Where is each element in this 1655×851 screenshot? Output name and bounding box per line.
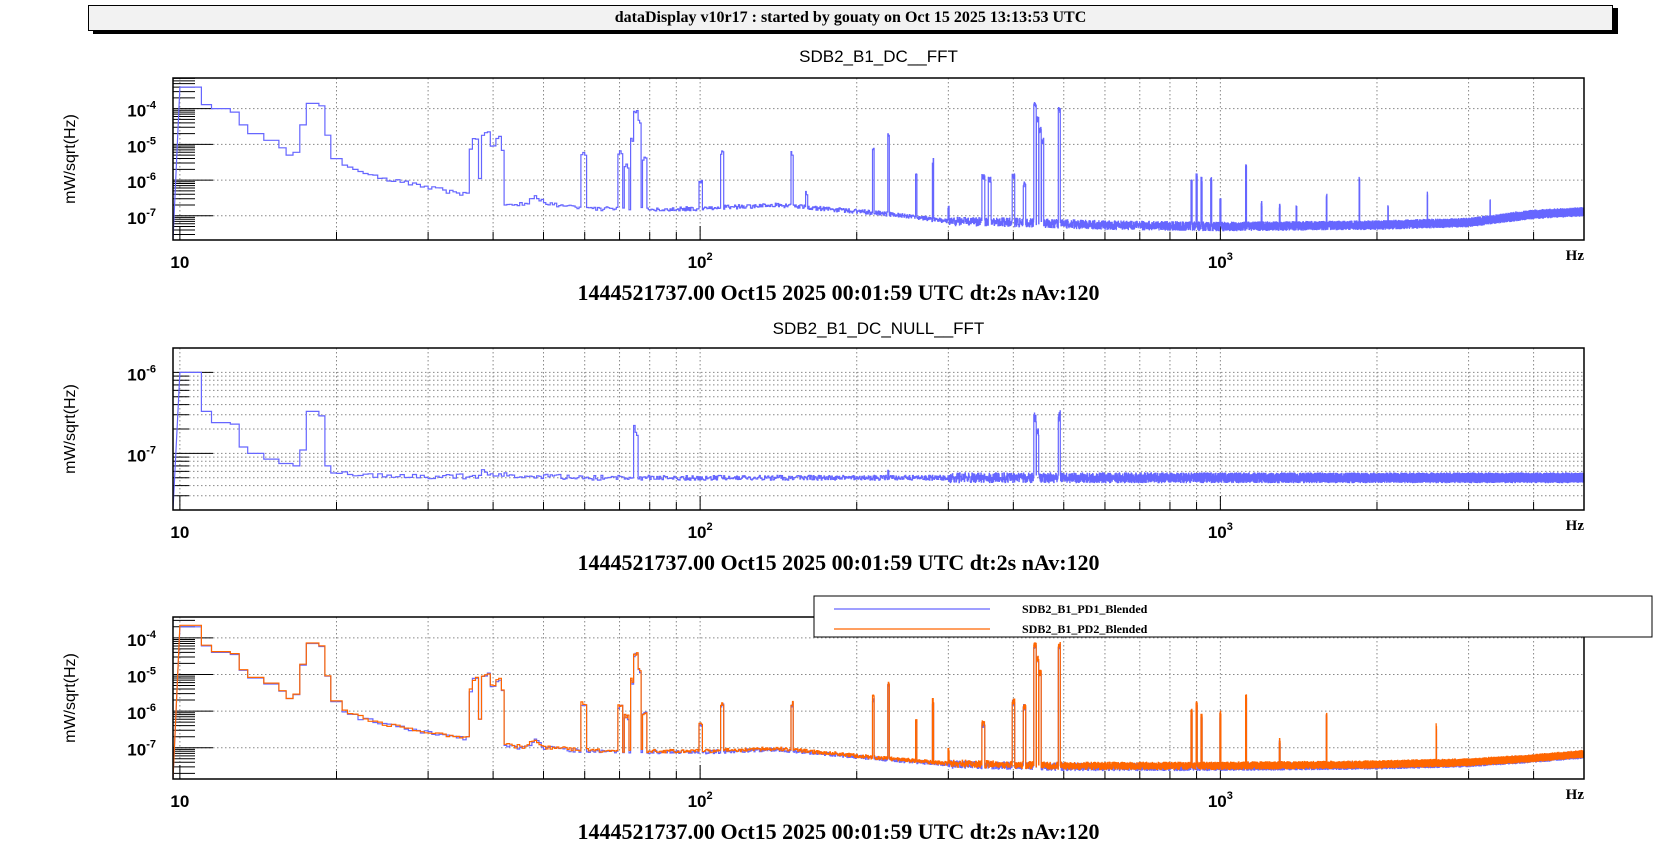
legend-box	[813, 595, 1653, 638]
y-tick-label: 10-7	[127, 444, 156, 465]
x-tick-label: 103	[1208, 521, 1233, 542]
y-tick-label: 10-6	[127, 702, 156, 723]
y-tick-label: 10-7	[127, 207, 156, 228]
chart-title: SDB2_B1_DC__FFT	[799, 47, 958, 66]
y-tick-label: 10-7	[127, 739, 156, 760]
y-tick-label: 10-5	[127, 135, 156, 156]
series-line-sdb2-b1-pd2-blended	[173, 624, 1584, 779]
legend-label: SDB2_B1_PD1_Blended	[1022, 602, 1148, 616]
plot-frame	[172, 347, 1585, 511]
x-axis-unit: Hz	[1566, 787, 1585, 803]
x-tick-label: 102	[688, 521, 713, 542]
legend-label: SDB2_B1_PD2_Blended	[1022, 622, 1148, 636]
legend: SDB2_B1_PD1_Blended SDB2_B1_PD2_Blended	[813, 595, 1653, 638]
y-axis-label: mW/sqrt(Hz)	[62, 653, 79, 743]
x-tick-label: 103	[1208, 251, 1233, 272]
x-tick-label: 102	[688, 790, 713, 811]
x-tick-label: 10	[170, 253, 189, 272]
plot-frame	[172, 616, 1585, 780]
y-axis-label: mW/sqrt(Hz)	[62, 384, 79, 474]
x-tick-label: 10	[170, 523, 189, 542]
y-axis-label: mW/sqrt(Hz)	[62, 114, 79, 204]
window-title: dataDisplay v10r17 : started by gouaty o…	[614, 9, 1087, 26]
x-tick-label: 10	[170, 792, 189, 811]
y-tick-label: 10-6	[127, 363, 156, 384]
window-title-bar: dataDisplay v10r17 : started by gouaty o…	[88, 5, 1613, 31]
y-tick-label: 10-4	[127, 100, 157, 121]
plot-panel-3: mW/sqrt(Hz) 10-4 10-5 10-6 10-7 10 102 103 Hz 144…	[62, 595, 1653, 844]
y-tick-label: 10-4	[127, 629, 157, 650]
plot-subtitle: 1444521737.00 Oct15 2025 00:01:59 UTC dt…	[577, 819, 1099, 844]
x-axis-unit: Hz	[1566, 518, 1585, 534]
chart-title: SDB2_B1_DC_NULL__FFT	[773, 319, 985, 338]
x-axis-unit: Hz	[1566, 248, 1585, 264]
plot-subtitle: 1444521737.00 Oct15 2025 00:01:59 UTC dt…	[577, 280, 1099, 305]
y-tick-label: 10-6	[127, 171, 156, 192]
series-line-sdb2-b1-dc-null--fft	[173, 371, 1584, 510]
plot-panel-2: SDB2_B1_DC_NULL__FFT mW/sqrt(Hz) 10-6 10-7 1…	[62, 319, 1585, 575]
plot-subtitle: 1444521737.00 Oct15 2025 00:01:59 UTC dt…	[577, 550, 1099, 575]
y-tick-label: 10-5	[127, 665, 156, 686]
plot-frame	[172, 77, 1585, 241]
plot-panel-1: SDB2_B1_DC__FFT mW/sqrt(Hz) 10-4 10-5 10-6 10…	[62, 47, 1585, 305]
x-tick-label: 102	[688, 251, 713, 272]
x-tick-label: 103	[1208, 790, 1233, 811]
series-line-sdb2-b1-dc--fft	[173, 86, 1584, 240]
